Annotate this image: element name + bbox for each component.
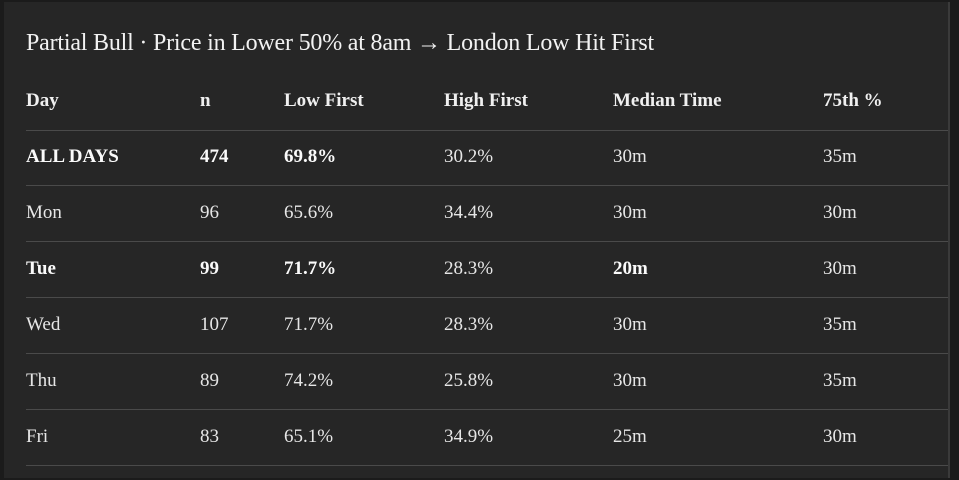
header-cell: Day [26, 90, 59, 111]
header-row: Day n Low First High First Median Time 75th % [26, 90, 948, 131]
table-title: Partial Bull · Price in Lower 50% at 8am… [26, 30, 654, 56]
table-cell: 69.8% [284, 146, 337, 167]
table-cell: Tue [26, 258, 56, 279]
table-cell: 83 [200, 426, 219, 447]
table-row: Wed 107 71.7% 28.3% 30m 35m [26, 298, 948, 354]
table-cell: Mon [26, 202, 62, 223]
table-cell: 74.2% [284, 370, 334, 391]
header-cell: Low First [284, 90, 364, 111]
table-panel: Partial Bull · Price in Lower 50% at 8am… [4, 2, 950, 478]
table-row: Mon 96 65.6% 34.4% 30m 30m [26, 186, 948, 242]
table-cell: 25.8% [444, 370, 494, 391]
header-cell: n [200, 90, 211, 111]
table-cell: 96 [200, 202, 219, 223]
table-cell: Fri [26, 426, 49, 447]
table-cell: 65.6% [284, 202, 334, 223]
table-cell: 474 [200, 146, 229, 167]
table-cell: 71.7% [284, 258, 337, 279]
header-cell: 75th % [823, 90, 883, 111]
table-cell: 30m [823, 202, 857, 223]
table-row: ALL DAYS 474 69.8% 30.2% 30m 35m [26, 130, 948, 186]
table-row: Fri 83 65.1% 34.9% 25m 30m [26, 410, 948, 466]
table-cell: 28.3% [444, 314, 494, 335]
table-cell: 30m [613, 146, 647, 167]
table-cell: 30m [613, 370, 647, 391]
table-cell: 30.2% [444, 146, 494, 167]
table-cell: 71.7% [284, 314, 334, 335]
header-cell: High First [444, 90, 528, 111]
table-cell: 107 [200, 314, 229, 335]
table-cell: Thu [26, 370, 57, 391]
table-cell: 30m [613, 202, 647, 223]
table-cell: 35m [823, 146, 857, 167]
table-cell: 28.3% [444, 258, 494, 279]
table-cell: 35m [823, 314, 857, 335]
table-cell: 99 [200, 258, 219, 279]
table-cell: 30m [823, 426, 857, 447]
table-cell: 30m [823, 258, 857, 279]
table-cell: 30m [613, 314, 647, 335]
table-cell: Wed [26, 314, 61, 335]
table-row: Thu 89 74.2% 25.8% 30m 35m [26, 354, 948, 410]
table-cell: 34.9% [444, 426, 494, 447]
table-cell: ALL DAYS [26, 146, 119, 167]
table-cell: 89 [200, 370, 219, 391]
table-row: Tue 99 71.7% 28.3% 20m 30m [26, 242, 948, 298]
table-cell: 35m [823, 370, 857, 391]
table-cell: 34.4% [444, 202, 494, 223]
header-cell: Median Time [613, 90, 722, 111]
table-cell: 20m [613, 258, 648, 279]
table-cell: 25m [613, 426, 647, 447]
table-cell: 65.1% [284, 426, 334, 447]
